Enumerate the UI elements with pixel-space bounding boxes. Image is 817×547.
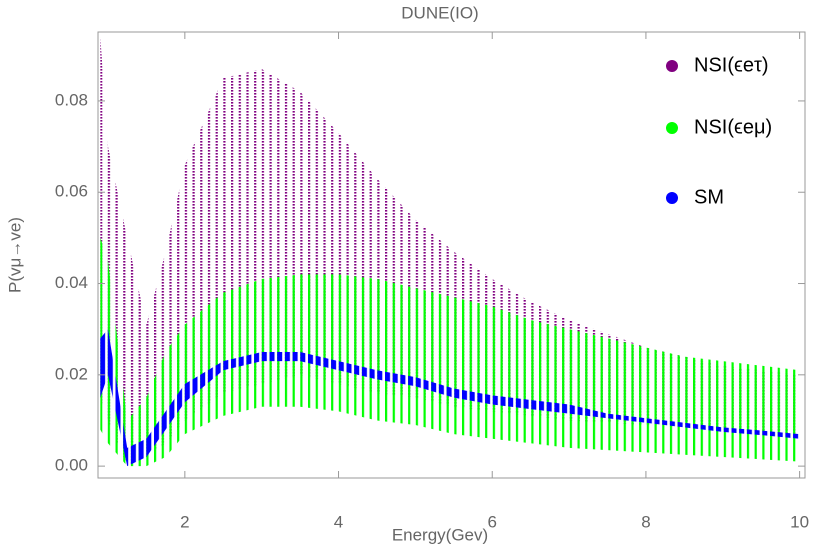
y-axis-label: P(vμ→ve) xyxy=(5,217,24,293)
y-tick-label: 0.02 xyxy=(55,364,88,383)
legend-label: SM xyxy=(694,186,724,208)
y-tick-label: 0.00 xyxy=(55,456,88,475)
y-tick-label: 0.08 xyxy=(55,90,88,109)
plot-area xyxy=(100,37,800,467)
legend-marker xyxy=(666,60,678,72)
chart-title: DUNE(IO) xyxy=(401,3,478,22)
y-tick-label: 0.06 xyxy=(55,182,88,201)
legend-label: NSI(ϵeμ) xyxy=(694,116,772,138)
legend-marker xyxy=(666,122,678,134)
x-tick-label: 10 xyxy=(790,512,809,531)
x-axis-label: Energy(Gev) xyxy=(392,525,488,544)
legend-label: NSI(ϵeτ) xyxy=(694,54,769,76)
legend-marker xyxy=(666,192,678,204)
point-band xyxy=(100,237,800,467)
x-tick-label: 8 xyxy=(641,512,650,531)
x-tick-label: 2 xyxy=(180,512,189,531)
x-tick-label: 6 xyxy=(487,512,496,531)
plot-frame xyxy=(97,31,806,479)
x-tick-label: 4 xyxy=(334,512,343,531)
y-tick-label: 0.04 xyxy=(55,273,88,292)
